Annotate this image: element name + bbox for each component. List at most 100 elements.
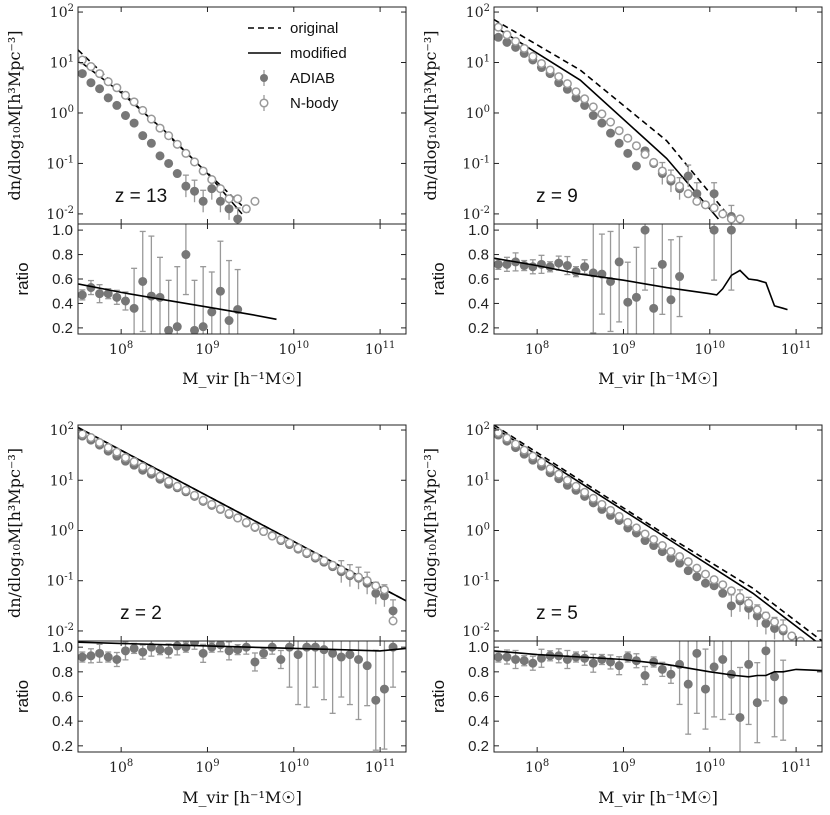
nbody-point — [640, 149, 650, 159]
nbody-point — [511, 439, 521, 449]
adiab-point — [709, 189, 719, 199]
x-tick-label: 1010 — [279, 340, 310, 358]
nbody-point — [623, 133, 633, 143]
series-original-line — [494, 425, 822, 641]
ratio-y-tick-label: 0.6 — [52, 271, 73, 288]
y-tick-label-base: 10 — [462, 624, 480, 640]
main-plot-area — [494, 425, 822, 641]
nbody-point — [362, 576, 372, 586]
y-tick-label-base: 10 — [466, 423, 484, 439]
nbody-point — [511, 36, 521, 46]
nbody-point — [95, 438, 105, 448]
ratio-point — [580, 262, 590, 272]
y-tick-label: 101 — [50, 471, 74, 489]
ratio-point — [666, 295, 676, 305]
ratio-point — [129, 303, 139, 313]
adiab-point — [761, 618, 771, 628]
x-tick-label: 109 — [195, 758, 219, 776]
ratio-line — [494, 650, 822, 678]
ratio-y-tick-label: 0.4 — [468, 713, 489, 730]
x-axis-label: M_vir [h⁻¹M☉] — [598, 369, 718, 388]
ratio-y-tick-label: 0.2 — [52, 738, 73, 755]
adiab-point — [597, 118, 607, 128]
nbody-point — [276, 534, 286, 545]
redshift-label: z = 13 — [115, 186, 167, 207]
nbody-point — [588, 493, 598, 503]
y-tick-label-base: 10 — [466, 523, 484, 539]
x-tick-label-exponent: 9 — [213, 340, 219, 351]
ratio-plot-frame — [493, 223, 823, 335]
y-tick-label-exponent: 0 — [68, 104, 74, 115]
nbody-point — [336, 565, 346, 575]
ratio-point — [709, 225, 719, 235]
nbody-point — [138, 105, 148, 116]
nbody-point — [233, 513, 243, 523]
y-tick-label-exponent: -1 — [480, 572, 490, 583]
redshift-label: z = 2 — [120, 603, 162, 624]
x-axis-label: M_vir [h⁻¹M☉] — [598, 788, 718, 807]
nbody-point — [233, 194, 243, 204]
adiab-point — [371, 588, 381, 598]
ratio-y-tick-label: 0.4 — [52, 713, 73, 730]
adiab-point — [78, 69, 87, 79]
nbody-point — [371, 581, 381, 591]
nbody-point — [86, 433, 96, 443]
x-tick-label: 108 — [525, 758, 549, 776]
ratio-point — [657, 259, 667, 269]
x-tick-label-exponent: 9 — [629, 340, 635, 351]
y-tick-label-exponent: 1 — [484, 54, 490, 65]
nbody-point — [155, 123, 165, 133]
nbody-point — [562, 79, 572, 89]
y-tick-label-exponent: -2 — [480, 622, 490, 633]
ratio-point — [155, 645, 165, 655]
ratio-point — [362, 661, 372, 671]
y-tick-label-exponent: -2 — [64, 205, 74, 216]
y-tick-label: 10-2 — [46, 622, 74, 640]
ratio-point — [259, 648, 269, 658]
nbody-point — [502, 30, 512, 40]
x-tick-label: 109 — [611, 340, 635, 358]
y-tick-label-exponent: -1 — [64, 572, 74, 583]
adiab-point — [172, 169, 182, 179]
y-axis-label-ratio: ratio — [429, 262, 448, 295]
x-tick-label-base: 10 — [525, 342, 543, 358]
y-tick-label-base: 10 — [466, 5, 484, 21]
nbody-point — [769, 617, 780, 627]
nbody-point — [571, 87, 581, 97]
y-tick-label: 10-1 — [46, 572, 74, 590]
nbody-point — [726, 214, 736, 224]
ratio-point — [181, 250, 191, 260]
ratio-point — [250, 657, 260, 667]
adiab-point — [215, 196, 225, 206]
ratio-point — [120, 296, 130, 306]
nbody-point — [164, 131, 174, 141]
nbody-point — [554, 72, 564, 82]
nbody-point — [580, 487, 590, 497]
ratio-y-tick-label: 0.4 — [52, 295, 73, 312]
ratio-y-tick-label: 0.2 — [468, 738, 489, 755]
nbody-point — [146, 466, 156, 476]
ratio-point — [207, 642, 217, 652]
y-tick-label-exponent: -2 — [64, 622, 74, 633]
ratio-point — [623, 297, 633, 307]
legend-nbody-swatch — [259, 98, 269, 108]
ratio-plot-area — [78, 641, 406, 751]
ratio-point — [146, 291, 156, 301]
nbody-point — [631, 523, 641, 533]
nbody-point — [545, 65, 555, 75]
x-tick-label-base: 10 — [109, 760, 127, 776]
ratio-point — [276, 655, 286, 664]
x-tick-label-exponent: 8 — [127, 758, 133, 769]
ratio-line — [494, 257, 788, 311]
y-tick-label: 10-2 — [462, 205, 490, 223]
ratio-point — [86, 651, 96, 661]
ratio-point — [310, 642, 320, 652]
ratio-y-tick-label: 0.8 — [468, 664, 489, 681]
ratio-point — [752, 698, 762, 708]
ratio-point — [103, 652, 113, 662]
x-tick-label-base: 10 — [365, 342, 383, 358]
ratio-y-tick-label: 1.0 — [52, 639, 73, 656]
y-tick-label: 100 — [50, 104, 74, 122]
